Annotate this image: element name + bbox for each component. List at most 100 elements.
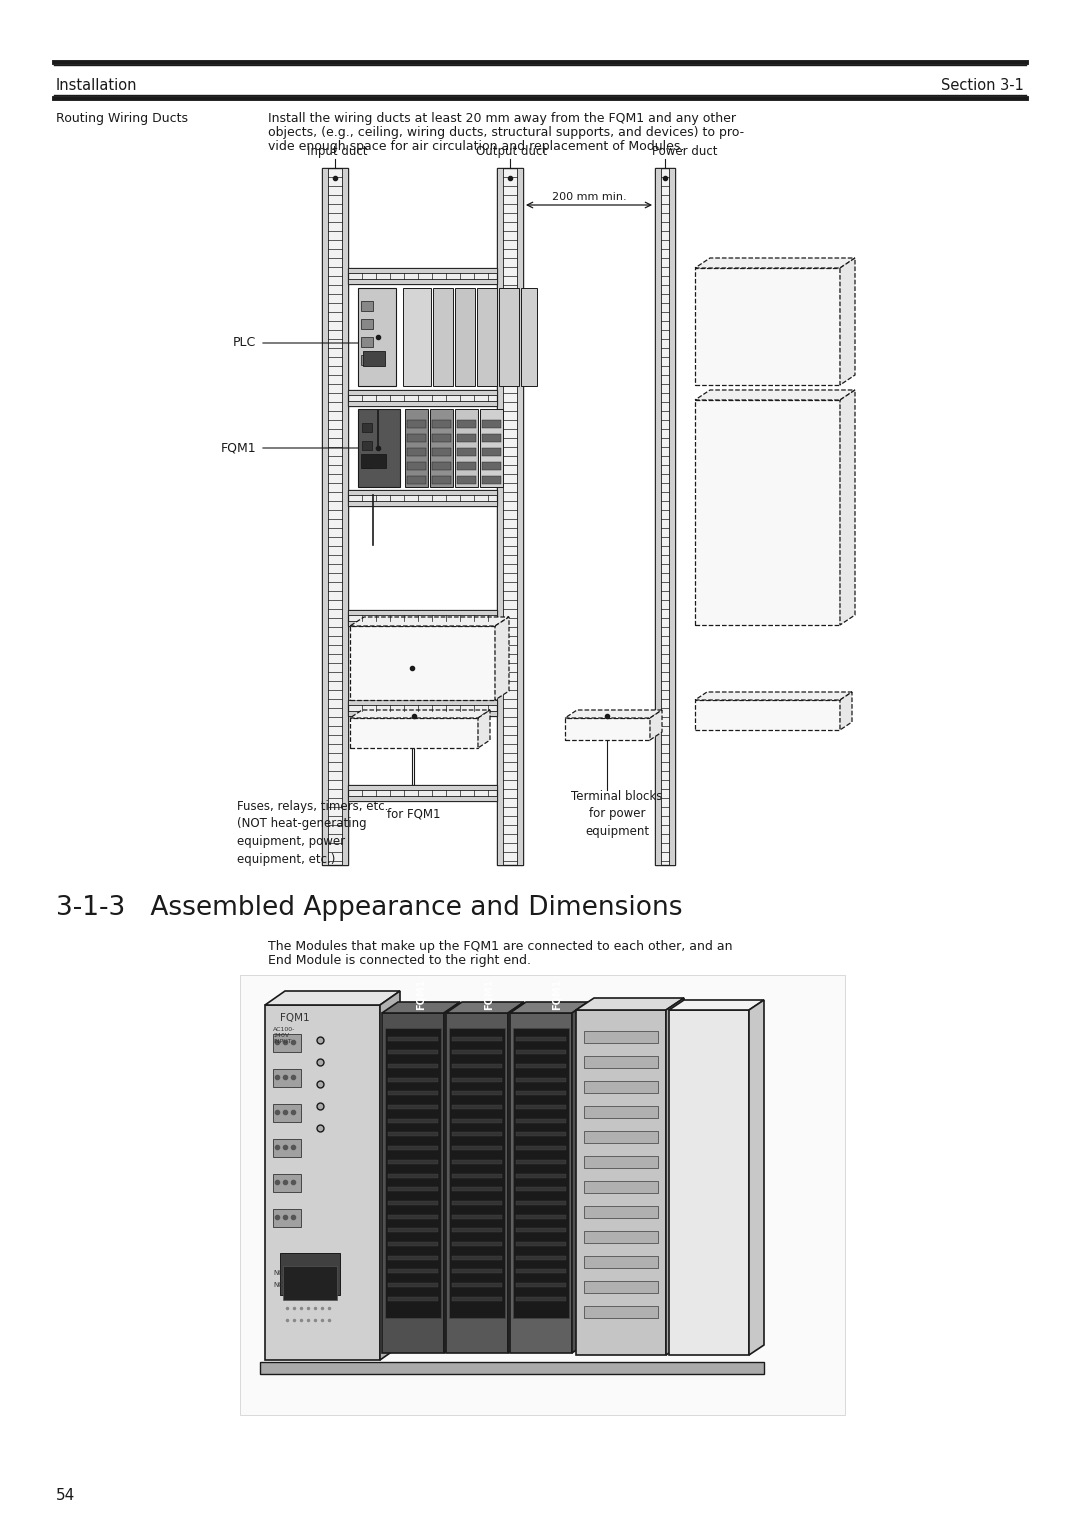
Bar (457, 448, 476, 455)
Bar (457, 461, 476, 471)
Text: NC: NC (273, 1282, 283, 1288)
Bar (516, 1229, 566, 1232)
Bar (388, 1242, 438, 1245)
Bar (273, 1138, 301, 1157)
Bar (388, 1229, 438, 1232)
Bar (432, 461, 451, 471)
Bar (453, 1242, 502, 1245)
Bar (516, 1091, 566, 1096)
Bar (453, 1187, 502, 1190)
Polygon shape (350, 711, 490, 718)
Bar (348, 785, 497, 801)
Text: The Modules that make up the FQM1 are connected to each other, and an: The Modules that make up the FQM1 are co… (268, 940, 732, 953)
Text: Section 3-1: Section 3-1 (941, 78, 1024, 93)
Bar (388, 1063, 438, 1068)
Bar (521, 287, 537, 387)
Text: FQM1: FQM1 (416, 979, 426, 1010)
Bar (516, 1187, 566, 1190)
Text: Fuses, relays, timers, etc.
(NOT heat-generating
equipment, power
equipment, etc: Fuses, relays, timers, etc. (NOT heat-ge… (237, 801, 389, 865)
Bar (584, 1106, 658, 1118)
Bar (480, 410, 503, 487)
Polygon shape (840, 390, 855, 625)
Bar (350, 718, 478, 749)
Polygon shape (382, 1013, 444, 1352)
Bar (696, 400, 840, 625)
Polygon shape (380, 992, 400, 1360)
Bar (516, 1105, 566, 1109)
Bar (362, 458, 372, 468)
Bar (273, 1209, 301, 1227)
Bar (455, 287, 475, 387)
Bar (696, 700, 840, 730)
Text: 54: 54 (56, 1487, 76, 1502)
Text: objects, (e.g., ceiling, wiring ducts, structural supports, and devices) to pro-: objects, (e.g., ceiling, wiring ducts, s… (268, 125, 744, 139)
Polygon shape (508, 1002, 524, 1352)
Bar (453, 1174, 502, 1178)
Polygon shape (696, 258, 855, 267)
Polygon shape (669, 999, 764, 1010)
Bar (584, 1157, 658, 1167)
Bar (273, 1105, 301, 1122)
Bar (453, 1118, 502, 1123)
Bar (497, 168, 503, 865)
Bar (361, 301, 373, 312)
Bar (584, 1280, 658, 1293)
Bar (482, 477, 501, 484)
Text: Power duct: Power duct (652, 145, 718, 157)
Bar (455, 410, 478, 487)
Bar (453, 1091, 502, 1096)
Polygon shape (696, 692, 852, 700)
Bar (482, 434, 501, 442)
Bar (584, 1056, 658, 1068)
Bar (499, 287, 519, 387)
Bar (361, 454, 386, 468)
Polygon shape (669, 1010, 750, 1355)
Bar (457, 477, 476, 484)
Polygon shape (696, 390, 855, 400)
Bar (388, 1268, 438, 1273)
Text: 200 mm min.: 200 mm min. (552, 193, 626, 202)
Bar (348, 267, 497, 284)
Bar (453, 1284, 502, 1287)
Bar (457, 420, 476, 428)
Bar (362, 442, 372, 451)
Bar (388, 1146, 438, 1151)
Polygon shape (840, 692, 852, 730)
Bar (453, 1268, 502, 1273)
Bar (348, 501, 497, 506)
Text: 3-1-3   Assembled Appearance and Dimensions: 3-1-3 Assembled Appearance and Dimension… (56, 895, 683, 921)
Bar (516, 1268, 566, 1273)
Polygon shape (666, 998, 684, 1355)
Bar (513, 1028, 569, 1319)
Bar (453, 1132, 502, 1135)
Bar (584, 1181, 658, 1193)
Bar (430, 410, 453, 487)
Bar (516, 1146, 566, 1151)
Bar (348, 796, 497, 801)
Bar (357, 410, 400, 487)
Text: FQM1: FQM1 (552, 979, 562, 1010)
Bar (453, 1256, 502, 1261)
Text: Installation: Installation (56, 78, 137, 93)
Text: FQM1: FQM1 (280, 1013, 310, 1024)
Polygon shape (446, 1002, 524, 1013)
Bar (240, 975, 845, 1415)
Text: Breakers,
fuses: Breakers, fuses (738, 310, 797, 341)
Bar (362, 423, 372, 432)
Bar (516, 1256, 566, 1261)
Bar (453, 1201, 502, 1206)
Bar (654, 168, 661, 865)
Bar (516, 1077, 566, 1082)
Bar (584, 1131, 658, 1143)
Text: FQM1: FQM1 (220, 442, 256, 454)
Polygon shape (650, 711, 662, 740)
Bar (516, 1038, 566, 1041)
Text: Input duct: Input duct (307, 145, 367, 157)
Bar (388, 1038, 438, 1041)
Text: AC100-
240V
INPUT: AC100- 240V INPUT (273, 1027, 295, 1045)
Bar (407, 448, 426, 455)
Bar (584, 1306, 658, 1319)
Bar (348, 390, 497, 406)
Bar (388, 1297, 438, 1300)
Text: Install the wiring ducts at least 20 mm away from the FQM1 and any other: Install the wiring ducts at least 20 mm … (268, 112, 735, 125)
